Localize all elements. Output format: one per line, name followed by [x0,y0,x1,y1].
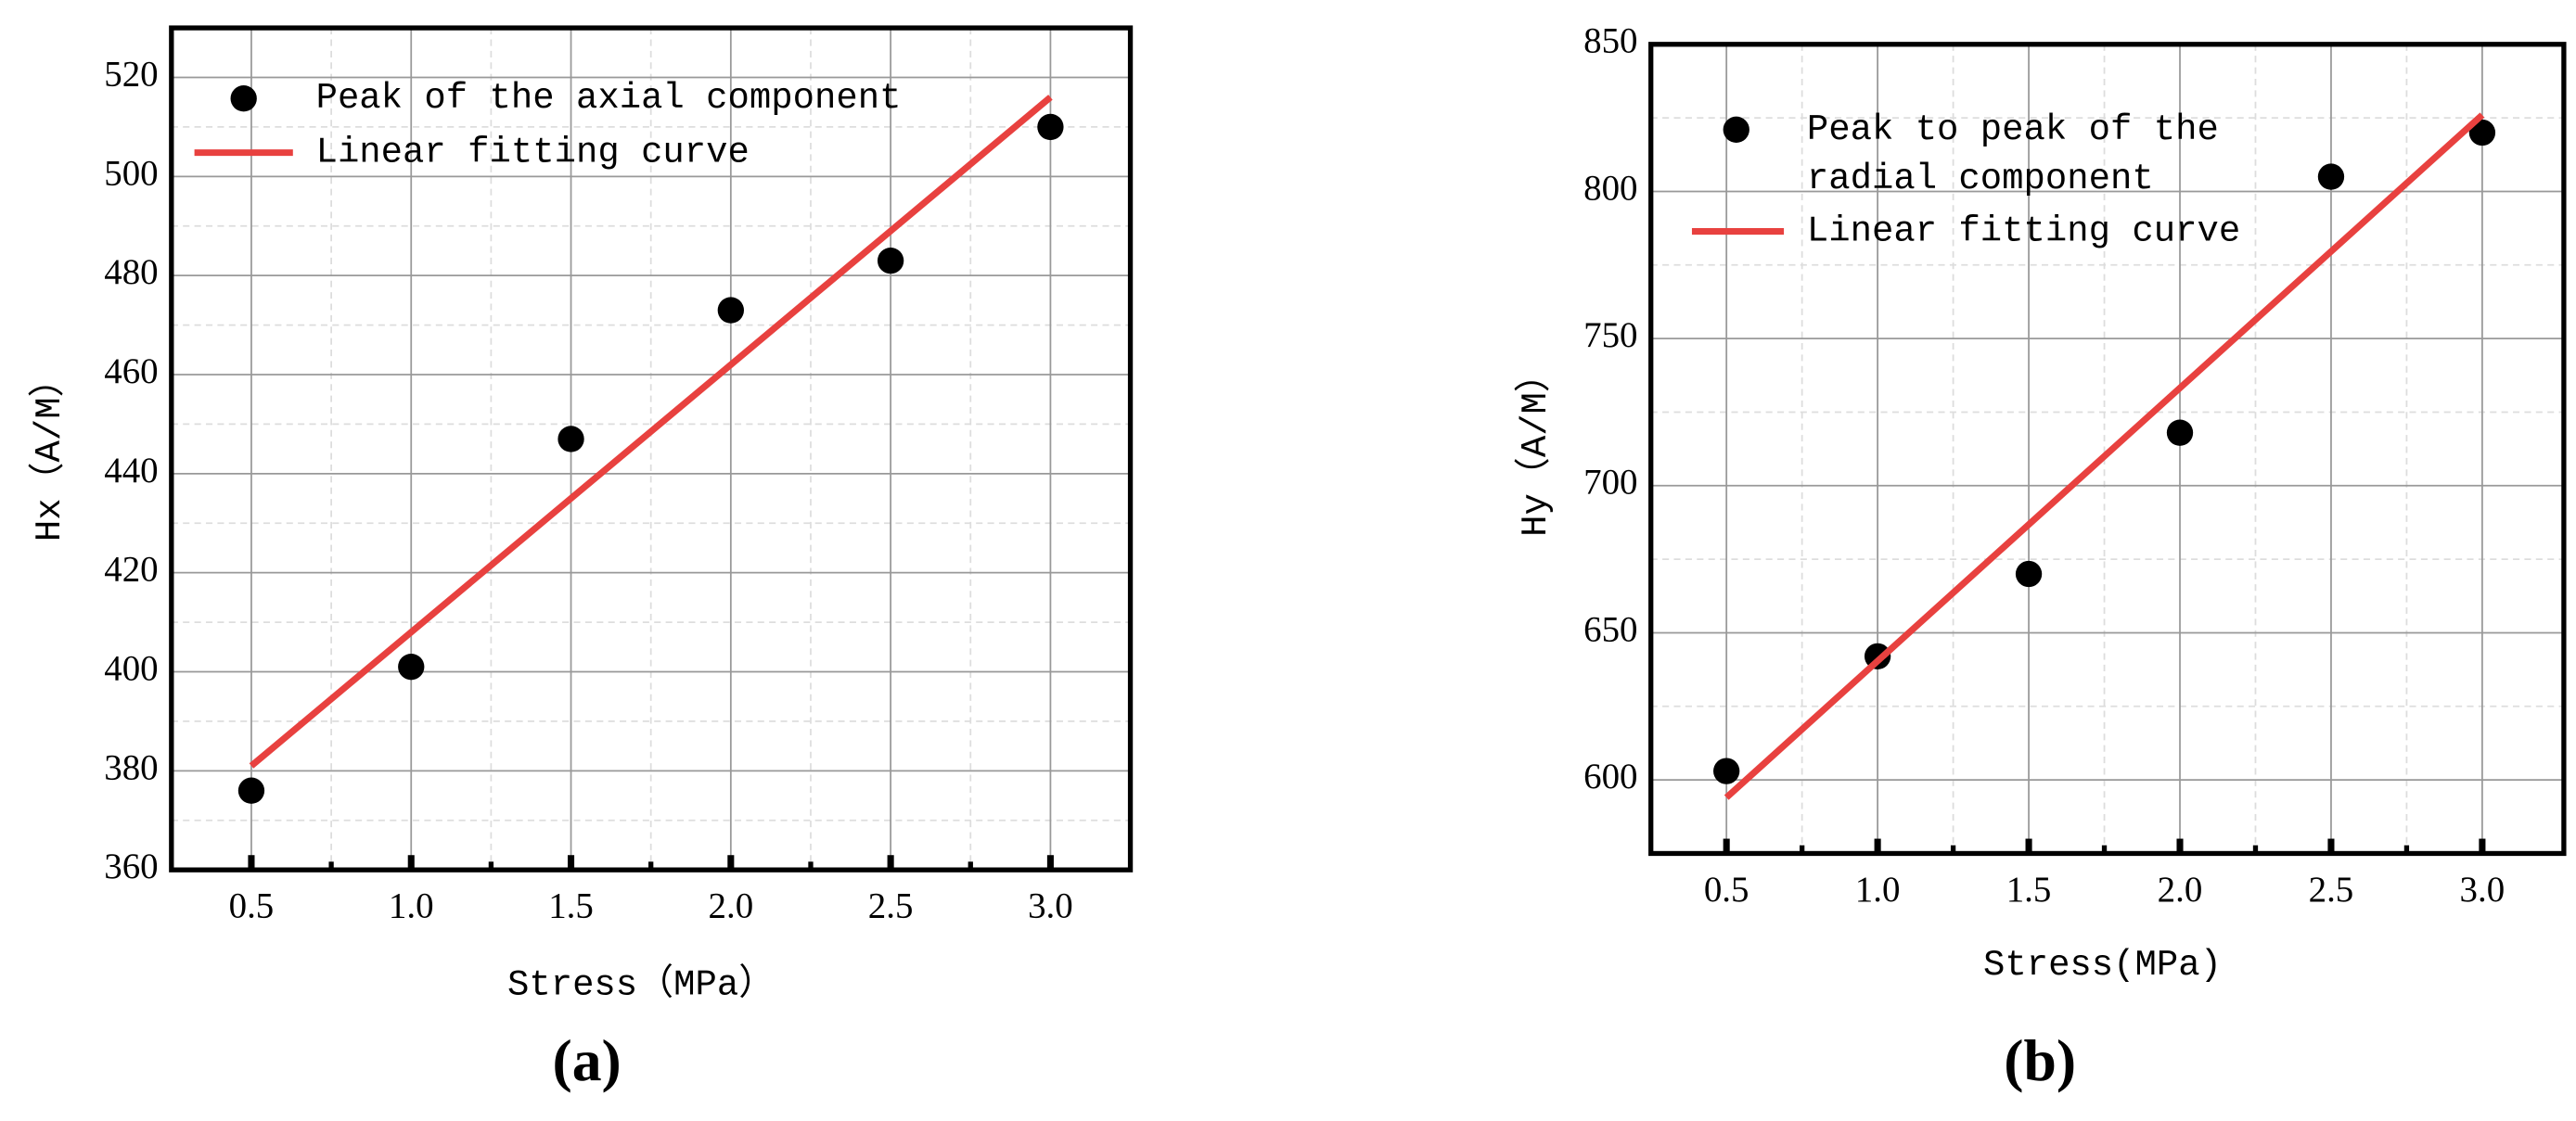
y-tick-label: 400 [104,648,158,688]
y-axis-label: Hy（A/M） [1515,356,1557,537]
data-point [1713,758,1740,784]
y-tick-label: 600 [1583,757,1637,796]
panel-label: (b) [2004,1027,2076,1093]
y-tick-label: 480 [104,252,158,292]
x-tick-label: 1.5 [548,886,594,926]
x-tick-label: 3.0 [1028,886,1073,926]
data-point [1037,113,1064,141]
plot-frame [169,25,1134,873]
legend-dot [1723,116,1749,144]
x-tick-label: 2.5 [2309,870,2354,910]
legend-dot [230,85,257,112]
y-axis-label: Hx（A/M） [29,361,70,541]
x-tick-label: 0.5 [1704,870,1749,910]
data-point [877,247,904,274]
legend-label: Linear fitting curve [316,133,750,173]
legend-label: Linear fitting curve [1807,211,2240,252]
x-tick-label: 2.0 [708,886,753,926]
y-tick-label: 460 [104,351,158,391]
y-tick-label: 440 [104,451,158,490]
legend-label: Peak to peak of the radial component [1807,109,2219,199]
x-axis-label: Stress（MPa） [507,963,775,1005]
data-point [398,654,425,681]
x-tick-label: 2.0 [2158,870,2203,910]
y-tick-label: 420 [104,550,158,590]
fit-line [1724,112,2485,800]
y-tick-label: 360 [104,847,158,886]
x-tick-label: 1.0 [1855,870,1901,910]
y-tick-label: 850 [1583,21,1637,61]
x-tick-label: 2.5 [868,886,914,926]
data-point [2166,419,2194,446]
x-tick-label: 1.5 [2006,870,2052,910]
y-tick-label: 800 [1583,168,1637,208]
legend-label: Peak of the axial component [316,78,902,119]
data-point [2015,560,2043,588]
x-axis-label: Stress(MPa) [1983,945,2222,986]
y-tick-label: 500 [104,153,158,193]
data-point [717,297,744,324]
data-point [557,426,584,452]
data-point [237,777,265,804]
y-tick-label: 380 [104,747,158,787]
x-tick-label: 1.0 [389,886,434,926]
plot-frame [1648,42,2567,857]
data-point [2317,163,2345,190]
data-point [2468,119,2496,146]
y-tick-label: 750 [1583,315,1637,355]
x-tick-label: 3.0 [2460,870,2506,910]
y-tick-label: 700 [1583,463,1637,503]
fit-line [249,95,1053,769]
y-tick-label: 650 [1583,609,1637,649]
x-tick-label: 0.5 [229,886,275,926]
panel-label: (a) [552,1027,621,1093]
y-tick-label: 520 [104,54,158,94]
